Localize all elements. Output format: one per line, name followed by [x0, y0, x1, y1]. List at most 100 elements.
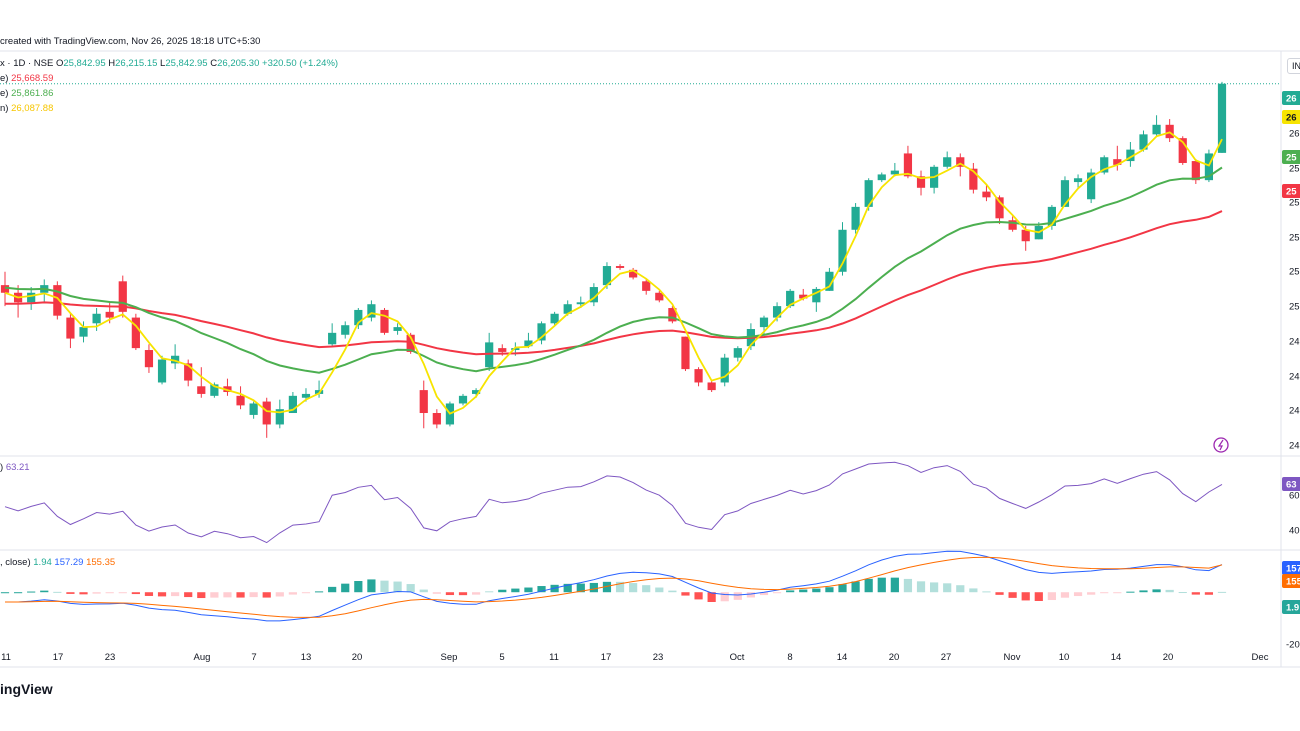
candle-body	[903, 153, 913, 177]
macd-hist-bar	[288, 592, 297, 595]
macd-signal-value: 155.35	[86, 557, 116, 568]
candle-body	[969, 168, 978, 190]
macd-hist-bar	[249, 592, 258, 598]
x-tick-label: 11	[549, 652, 559, 663]
rsi-tag-label: 63	[1286, 480, 1297, 491]
macd-hist-bar	[1165, 589, 1174, 593]
candle-body	[890, 170, 899, 175]
macd-hist-bar	[0, 592, 10, 594]
macd-hist-bar	[393, 581, 402, 593]
macd-hist-bar	[498, 589, 507, 593]
macd-hist-bar	[53, 591, 62, 593]
rsi-value: 63.21	[5, 462, 30, 473]
candle-body	[550, 313, 559, 324]
price-tick-label: 24	[1289, 406, 1300, 417]
macd-hist-bar	[105, 592, 114, 594]
x-tick-label: 10	[1059, 652, 1070, 663]
macd-hist-bar	[328, 586, 337, 593]
candle-body	[576, 302, 585, 305]
candle-body	[982, 191, 991, 198]
macd-hist-bar	[1100, 592, 1109, 594]
macd-hist-bar	[367, 579, 376, 593]
x-tick-label: 14	[1111, 652, 1122, 663]
macd-hist-bar	[314, 591, 324, 593]
macd-legend: , close) 1.94 157.29 155.35	[0, 557, 115, 568]
candle-body	[471, 390, 481, 394]
macd-hist-bar	[1191, 592, 1200, 595]
macd-hist-bar	[275, 592, 284, 597]
macd-hist-bar	[184, 592, 193, 598]
rsi-legend: ) 63.21	[0, 462, 30, 473]
candle-body	[864, 180, 873, 207]
x-tick-label: 13	[301, 652, 312, 663]
candle-body	[1191, 161, 1200, 181]
candle-body	[825, 271, 834, 291]
candle-body	[786, 290, 795, 307]
macd-hist-bar	[694, 592, 703, 600]
candle-body	[0, 285, 10, 293]
candle-body	[53, 285, 62, 316]
macd-hist-bar	[1034, 592, 1043, 601]
symbol-label: x · 1D · NSE	[0, 58, 54, 69]
candle-body	[943, 157, 952, 167]
high-value: 26,215.15	[115, 58, 158, 69]
macd-hist-bar	[210, 592, 219, 598]
macd-hist-bar	[432, 592, 441, 594]
macd-tag-label: 157	[1286, 564, 1300, 575]
macd-hist-bar	[825, 587, 834, 593]
candle-body	[602, 266, 612, 286]
macd-hist-bar	[629, 583, 638, 593]
x-tick-label: Aug	[194, 652, 211, 663]
price-tag-bg	[1282, 184, 1300, 198]
x-tick-label: 17	[53, 652, 64, 663]
candle-body	[956, 157, 965, 167]
macd-hist-bar	[615, 581, 625, 593]
macd-hist-bar	[995, 592, 1004, 595]
macd-hist-bar	[799, 589, 808, 593]
macd-line	[5, 550, 1223, 622]
candle-body	[524, 340, 533, 347]
ma-short-row: n) 26,087.88	[0, 101, 338, 116]
candle-body	[328, 332, 337, 345]
macd-hist-bar	[576, 583, 585, 593]
rsi-line	[4, 461, 1223, 544]
macd-hist-bar	[1217, 591, 1227, 593]
candle-body	[668, 308, 677, 322]
rsi-tick-label: 40	[1289, 526, 1300, 537]
candle-body	[642, 281, 651, 291]
macd-hist-bar	[118, 592, 127, 594]
macd-hist-bar	[772, 592, 782, 594]
price-tag-bg	[1282, 150, 1300, 164]
macd-hist-bar	[707, 592, 716, 602]
macd-line-value: 157.29	[54, 557, 84, 568]
x-tick-label: Nov	[1004, 652, 1021, 663]
rsi-tick-label: 60	[1289, 491, 1300, 502]
rsi-tag-bg	[1282, 477, 1300, 491]
x-tick-label: 20	[889, 652, 900, 663]
macd-hist-bar	[79, 592, 88, 595]
ma-mid-value: 25,861.86	[11, 88, 54, 99]
price-tick-label: 26	[1289, 129, 1300, 140]
price-tag-bg	[1282, 110, 1300, 124]
indicators-button[interactable]: IN	[1287, 58, 1300, 74]
macd-hist-bar	[877, 577, 886, 593]
macd-hist-bar	[1087, 592, 1096, 595]
lightning-icon	[1217, 439, 1224, 451]
macd-hist-bar	[537, 586, 546, 593]
candle-body	[288, 395, 297, 414]
price-tick-label: 25	[1289, 267, 1300, 278]
macd-hist-bar	[66, 592, 75, 594]
candle-body	[1126, 149, 1135, 162]
candle-body	[1113, 159, 1122, 165]
open-label: O	[55, 58, 64, 69]
candle-body	[393, 327, 402, 331]
macd-hist-bar	[419, 589, 428, 593]
macd-hist-bar	[1060, 592, 1070, 598]
price-tag-label: 25	[1286, 153, 1297, 164]
macd-hist-bar	[943, 583, 952, 593]
main-legend: x · 1D · NSE O25,842.95 H26,215.15 L25,8…	[0, 56, 338, 116]
x-tick-label: 5	[499, 652, 504, 663]
candle-body	[1021, 229, 1030, 242]
macd-hist-bar	[380, 580, 389, 593]
